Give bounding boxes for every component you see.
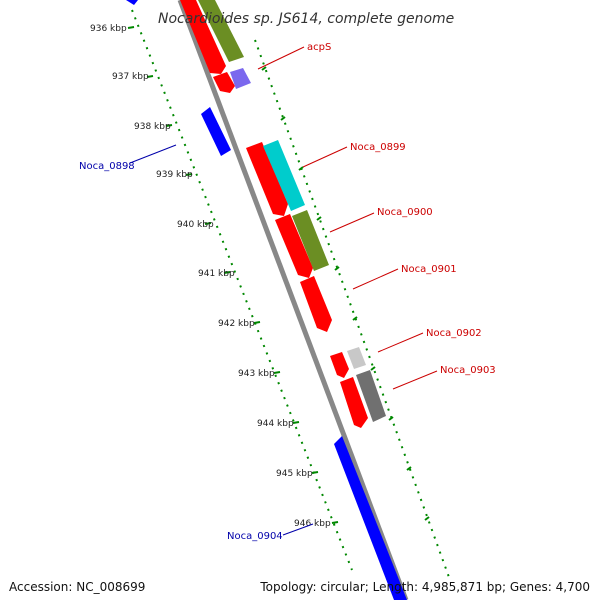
gene-noca_0903[interactable] [356, 370, 386, 422]
tick-label: 944 kbp [257, 419, 294, 429]
gene-label-acps[interactable]: acpS [307, 42, 331, 53]
gene-noca_0900-red[interactable] [275, 214, 313, 278]
tick-label: 943 kbp [238, 369, 275, 379]
label-leaders [129, 46, 438, 536]
tick-label: 942 kbp [218, 319, 255, 329]
tick-label: 936 kbp [90, 24, 127, 34]
gene-red-top[interactable] [180, 0, 226, 74]
gene-label-noca_0898[interactable]: Noca_0898 [79, 161, 135, 172]
tick-label: 945 kbp [276, 469, 313, 479]
tick-label: 938 kbp [134, 122, 171, 132]
tick-label: 939 kbp [156, 170, 193, 180]
tick-label: 940 kbp [177, 220, 214, 230]
reverse-strand-features [126, 0, 407, 600]
tick-label: 937 kbp [112, 72, 149, 82]
gene-label-noca_0901[interactable]: Noca_0901 [401, 264, 457, 275]
gene-noca_0902[interactable] [347, 347, 366, 369]
gene-noca_0902-red[interactable] [330, 352, 349, 378]
gene-red-small-1[interactable] [213, 72, 235, 93]
gene-noca_0898[interactable] [201, 107, 231, 156]
outer-major-ticks [261, 66, 430, 521]
genome-summary-text: Topology: circular; Length: 4,985,871 bp… [260, 580, 590, 594]
gene-label-noca_0902[interactable]: Noca_0902 [426, 328, 482, 339]
gene-label-noca_0900[interactable]: Noca_0900 [377, 207, 433, 218]
tick-label: 941 kbp [198, 269, 235, 279]
gene-label-noca_0899[interactable]: Noca_0899 [350, 142, 406, 153]
gene-labels: acpS Noca_0898 Noca_0899 Noca_0900 Noca_… [79, 42, 496, 542]
gene-noca_0903-red[interactable] [340, 377, 368, 428]
gene-noca_0904[interactable] [334, 436, 407, 600]
map-title: Nocardioides sp. JS614, complete genome [158, 11, 454, 27]
forward-strand-features [180, 0, 386, 428]
gene-noca_0899-red[interactable] [246, 142, 288, 216]
gene-label-noca_0904[interactable]: Noca_0904 [227, 531, 283, 542]
gene-acps[interactable] [230, 68, 251, 89]
backbone [177, 0, 409, 600]
accession-text: Accession: NC_008699 [9, 580, 146, 594]
gene-noca_0897[interactable] [126, 0, 138, 5]
gene-label-noca_0903[interactable]: Noca_0903 [440, 365, 496, 376]
gene-acps-green[interactable] [198, 0, 244, 62]
gene-noca_0900[interactable] [292, 210, 329, 271]
gene-noca_0899[interactable] [263, 140, 305, 211]
gene-noca_0901[interactable] [300, 276, 332, 332]
inner-major-ticks [127, 26, 339, 524]
